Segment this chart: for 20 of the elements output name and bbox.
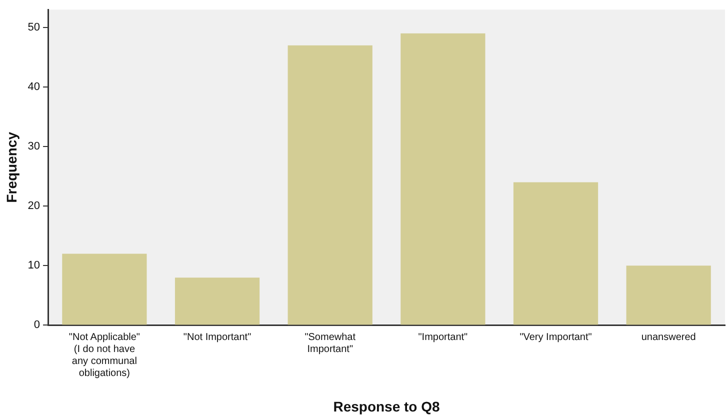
y-tick-label: 50	[28, 21, 40, 34]
x-tick-label: "Not Important"	[183, 332, 252, 343]
y-tick-label: 10	[28, 260, 40, 272]
x-tick-label: "Not Applicable" (I do not have any communal obligations)	[68, 332, 140, 379]
bar	[513, 182, 598, 325]
x-axis-title: Response to Q8	[333, 398, 440, 414]
y-tick-label: 40	[28, 81, 40, 94]
bar	[626, 266, 711, 325]
bar	[400, 33, 486, 325]
y-tick-label: 20	[28, 200, 40, 212]
y-tick-label: 30	[28, 140, 40, 153]
x-tick-label: "Somewhat Important"	[304, 332, 356, 355]
bar	[288, 45, 372, 325]
x-tick-label: unanswered	[641, 332, 696, 343]
y-axis-title: Frequency	[3, 132, 20, 203]
x-tick-label: "Very Important"	[520, 332, 592, 343]
x-tick-label: "Important"	[418, 332, 468, 343]
y-tick-label: 0	[34, 319, 40, 332]
bar	[174, 278, 260, 325]
bar	[62, 254, 147, 325]
